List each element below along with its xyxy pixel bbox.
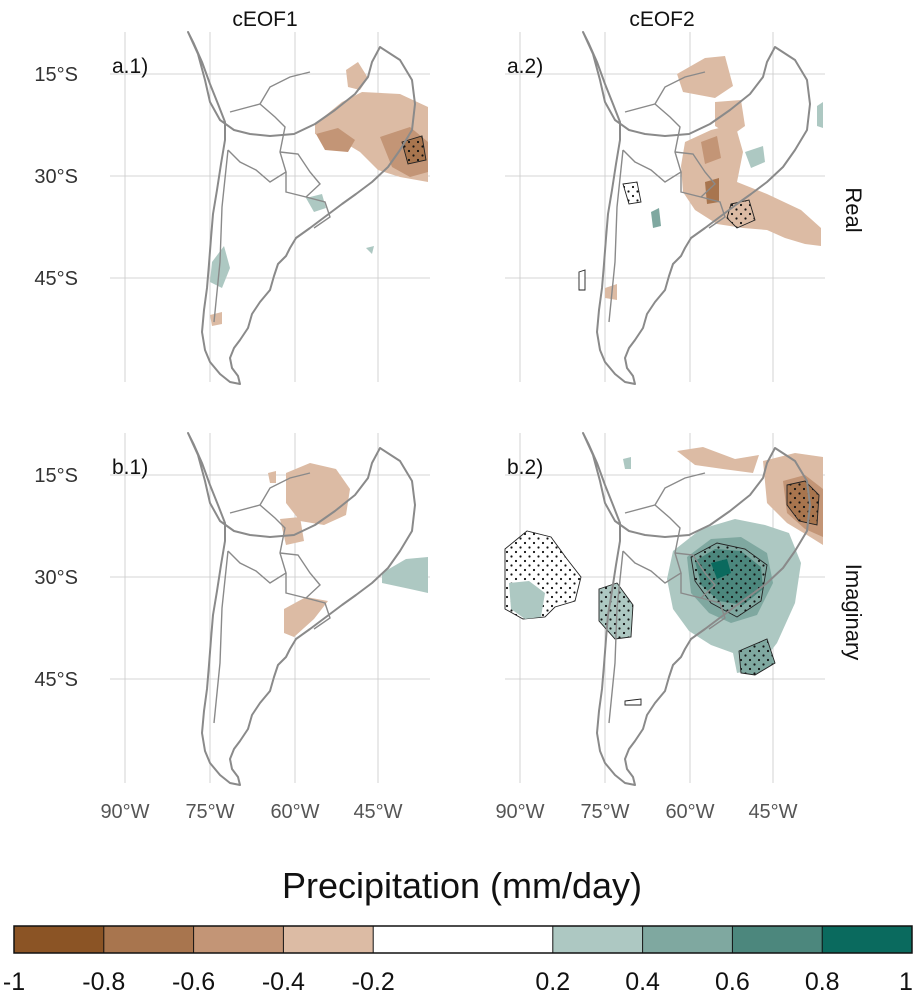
colorbar-frame <box>13 925 913 954</box>
colorbar-swatch <box>193 926 284 953</box>
lon-label-45w-left: 45°W <box>353 801 402 823</box>
lon-label-60w-right: 60°W <box>665 801 714 823</box>
colorbar-swatch <box>552 926 643 953</box>
panel-label: b.2) <box>507 456 543 479</box>
colorbar-tick-label: 0.8 <box>805 968 840 996</box>
panel-b1: b.1) <box>110 432 430 786</box>
lon-label-90w-left: 90°W <box>100 801 149 823</box>
column-title-ceof1: cEOF1 <box>232 8 297 31</box>
colorbar-tick-label: -1 <box>3 968 25 996</box>
colorbar-swatch <box>642 926 733 953</box>
lon-label-60w-left: 60°W <box>270 801 319 823</box>
lat-label-15s-top: 15°S <box>34 64 78 86</box>
colorbar-tick-label: -0.4 <box>262 968 305 996</box>
colorbar-tick-label: 0.2 <box>535 968 570 996</box>
colorbar-tick-label: -0.6 <box>172 968 215 996</box>
panel-label: b.1) <box>112 456 148 479</box>
colorbar-swatch <box>103 926 194 953</box>
colorbar-title: Precipitation (mm/day) <box>282 865 642 906</box>
precip-anomaly-shading <box>210 62 428 326</box>
graticule <box>110 433 430 783</box>
colorbar-swatch <box>732 926 823 953</box>
colorbar-tick-label: 0.6 <box>715 968 750 996</box>
colorbar-swatch <box>822 926 912 953</box>
lat-label-30s-bottom: 30°S <box>34 567 78 589</box>
colorbar-swatch <box>283 926 374 953</box>
panel-label: a.1) <box>112 55 148 78</box>
colorbar-tick-label: 1 <box>899 968 913 996</box>
lon-label-45w-right: 45°W <box>748 801 797 823</box>
colorbar-swatch <box>463 926 553 953</box>
lon-label-75w-right: 75°W <box>580 801 629 823</box>
row-label-imaginary: Imaginary <box>841 564 866 661</box>
precip-anomaly-shading <box>268 463 428 637</box>
colorbar-tick-label: 0.4 <box>625 968 660 996</box>
graticule <box>110 32 430 382</box>
panel-a1: a.1) <box>110 31 430 385</box>
lat-label-45s-bottom: 45°S <box>34 669 78 691</box>
lat-label-45s-top: 45°S <box>34 268 78 290</box>
column-title-ceof2: cEOF2 <box>629 8 694 31</box>
precip-anomaly-shading <box>578 56 823 300</box>
colorbar-swatch <box>14 926 104 953</box>
row-label-real: Real <box>841 187 866 232</box>
lat-label-30s-top: 30°S <box>34 166 78 188</box>
panel-b2: b.2) <box>504 432 825 786</box>
panel-a2: a.2) <box>505 31 825 385</box>
lat-label-15s-bottom: 15°S <box>34 465 78 487</box>
colorbar-tick-label: -0.8 <box>82 968 125 996</box>
colorbar: -1 -0.8 -0.6 -0.4 -0.2 0.2 0.4 0.6 0.8 1 <box>3 925 913 996</box>
colorbar-tick-label: -0.2 <box>352 968 395 996</box>
lon-label-90w-right: 90°W <box>495 801 544 823</box>
panel-label: a.2) <box>507 55 543 78</box>
lon-label-75w-left: 75°W <box>185 801 234 823</box>
colorbar-swatch <box>373 926 463 953</box>
